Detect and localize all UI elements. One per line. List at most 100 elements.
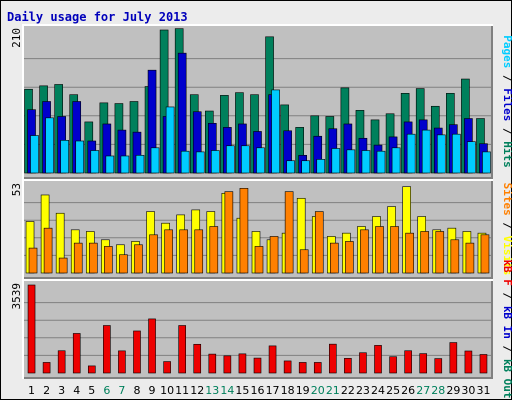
bar-pages-day-5 [90, 150, 100, 174]
bar-kb-f-day-29 [449, 342, 458, 374]
bar-pages-day-9 [150, 147, 160, 174]
bar-kb-f-day-9 [148, 318, 156, 374]
bar-kb-f-day-18 [283, 360, 292, 374]
legend-part: kB In [501, 306, 512, 339]
bar-sites-day-27 [420, 231, 430, 274]
bar-sites-day-28 [435, 231, 445, 274]
bar-sites-day-9 [149, 234, 158, 274]
x-tick-day-10: 10 [160, 384, 174, 397]
bar-sites-day-10 [164, 229, 173, 274]
bar-kb-f-day-1 [27, 284, 36, 374]
bar-pages-day-25 [391, 147, 401, 174]
legend-part: kB F [501, 259, 512, 286]
bar-kb-f-day-7 [118, 350, 126, 374]
bar-kb-f-day-25 [389, 356, 397, 374]
series-legend-visits-sites: Sites / Visits [501, 183, 512, 276]
bar-sites-day-4 [73, 242, 83, 274]
legend-part: Files [501, 88, 512, 121]
legend-part: / [501, 339, 512, 359]
bar-pages-day-18 [286, 160, 295, 174]
bar-pages-day-29 [452, 133, 461, 174]
bar-kb-f-day-23 [359, 352, 367, 374]
bar-pages-day-13 [211, 150, 220, 174]
x-tick-day-24: 24 [371, 384, 385, 397]
bar-pages-day-28 [436, 134, 446, 174]
x-tick-day-22: 22 [341, 384, 355, 397]
bar-sites-day-7 [119, 254, 128, 274]
bar-kb-f-day-4 [72, 333, 81, 374]
bar-pages-day-1 [30, 135, 39, 174]
bar-sites-day-11 [179, 229, 188, 274]
x-tick-day-6: 6 [103, 384, 110, 397]
bar-pages-day-4 [75, 140, 85, 174]
x-tick-day-16: 16 [251, 384, 265, 397]
bar-sites-day-30 [465, 242, 475, 274]
bar-sites-day-16 [254, 246, 264, 274]
x-tick-day-21: 21 [326, 384, 340, 397]
x-tick-day-27: 27 [416, 384, 430, 397]
bar-sites-day-31 [480, 234, 490, 274]
x-tick-day-1: 1 [28, 384, 35, 397]
x-tick-day-18: 18 [281, 384, 295, 397]
bar-pages-day-3 [60, 140, 69, 174]
x-tick-day-8: 8 [133, 384, 140, 397]
bar-kb-f-day-27 [419, 353, 428, 374]
y-max-label: 3539 [10, 283, 23, 310]
bar-kb-f-day-31 [479, 354, 488, 374]
bar-sites-day-8 [134, 244, 143, 274]
bar-kb-f-day-19 [298, 362, 307, 374]
x-tick-day-30: 30 [461, 384, 475, 397]
bar-pages-day-23 [361, 150, 371, 174]
bar-pages-day-8 [135, 154, 145, 174]
bar-sites-day-21 [330, 242, 339, 274]
x-tick-day-9: 9 [149, 384, 156, 397]
bar-sites-day-29 [450, 239, 460, 274]
bar-kb-f-day-28 [434, 358, 443, 374]
bar-kb-f-day-12 [193, 343, 202, 374]
legend-part: Hits [501, 141, 512, 168]
x-tick-day-20: 20 [311, 384, 325, 397]
legend-part: Pages [501, 35, 512, 68]
bar-pages-day-19 [301, 160, 310, 174]
bar-kb-f-day-24 [374, 345, 382, 374]
legend-part: / [501, 216, 512, 236]
bar-sites-day-22 [345, 241, 354, 274]
bar-sites-day-23 [360, 229, 369, 274]
bar-kb-f-day-20 [313, 362, 322, 374]
bar-kb-f-day-15 [238, 353, 247, 374]
bar-kb-f-day-14 [223, 355, 232, 374]
bar-sites-day-5 [88, 242, 98, 274]
bar-kb-f-day-8 [133, 330, 141, 374]
x-tick-day-29: 29 [446, 384, 460, 397]
legend-part: kB Out [501, 359, 512, 399]
x-tick-day-14: 14 [220, 384, 234, 397]
x-tick-day-4: 4 [73, 384, 80, 397]
bar-kb-f-day-26 [404, 350, 412, 374]
bar-kb-f-day-30 [464, 350, 473, 374]
bar-sites-day-26 [405, 232, 414, 274]
bar-pages-day-10 [165, 106, 175, 174]
bar-pages-day-7 [120, 155, 130, 174]
panel-hits-files-pages: 210 Pages / Files / Hits [10, 24, 512, 179]
bar-sites-day-6 [104, 246, 113, 274]
bar-kb-f-day-3 [57, 350, 66, 374]
bar-kb-f-day-6 [103, 325, 111, 374]
bar-sites-day-19 [299, 249, 309, 274]
bar-kb-f-day-16 [253, 357, 262, 374]
bar-sites-day-17 [269, 236, 279, 274]
bar-sites-day-2 [43, 227, 53, 274]
x-tick-day-11: 11 [175, 384, 189, 397]
bar-pages-day-6 [105, 155, 115, 174]
bar-kb-f-day-10 [163, 361, 171, 374]
x-tick-day-26: 26 [401, 384, 415, 397]
legend-part: / [501, 121, 512, 141]
bar-kb-f-day-22 [344, 358, 352, 374]
bar-sites-day-20 [314, 211, 324, 274]
x-tick-day-28: 28 [431, 384, 445, 397]
bar-pages-day-22 [346, 149, 356, 174]
bar-sites-day-13 [209, 226, 219, 274]
x-axis-labels: 1 2 3 4 5 6 7 8 9 10 11 12 13 14 15 16 17 18 19 20 21 22 23 24 2… [28, 384, 490, 397]
